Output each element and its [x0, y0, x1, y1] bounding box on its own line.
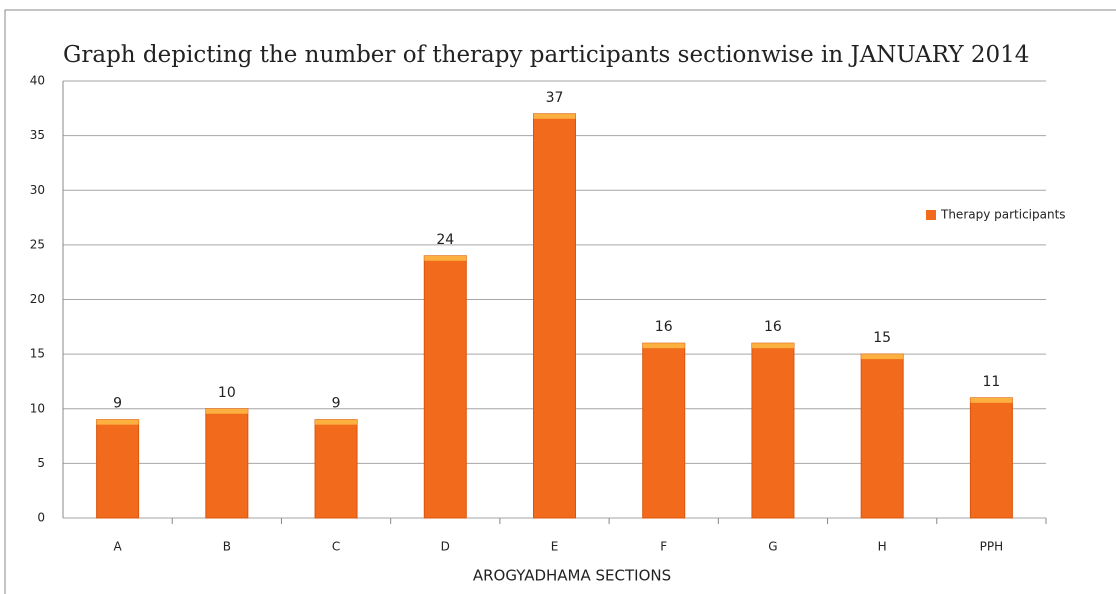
bar [751, 342, 795, 519]
x-tick-label: B [223, 540, 231, 554]
x-tick-label: C [332, 540, 340, 554]
bar-cap [533, 113, 576, 119]
y-tick-label: 10 [30, 401, 45, 415]
bar-cap [861, 354, 904, 360]
bar [423, 255, 467, 519]
bar-cap [205, 408, 248, 414]
data-label: 16 [655, 319, 673, 335]
data-label: 9 [113, 396, 122, 412]
bar [969, 397, 1013, 519]
x-axis-title: AROGYADHAMA SECTIONS [473, 567, 671, 585]
legend-swatch [926, 210, 936, 220]
x-tick-label: G [768, 540, 777, 554]
bar-cap [315, 419, 358, 425]
bar-cap [96, 419, 139, 425]
y-tick-label: 30 [30, 183, 45, 197]
bar-cap [751, 343, 794, 349]
x-tick-label: H [878, 540, 887, 554]
bar-cap [642, 343, 685, 349]
bar [96, 419, 140, 519]
data-label: 24 [436, 232, 454, 248]
bar [642, 342, 686, 519]
data-label: 9 [332, 396, 341, 412]
y-tick-label: 40 [30, 74, 45, 88]
y-tick-label: 0 [37, 511, 45, 525]
chart-title: Graph depicting the number of therapy pa… [63, 42, 1029, 68]
bar [314, 419, 358, 519]
bar [860, 353, 904, 519]
data-label: 11 [982, 374, 1000, 390]
x-tick-label: F [660, 540, 667, 554]
legend-label: Therapy participants [940, 208, 1066, 222]
data-label: 15 [873, 330, 891, 346]
bar [533, 113, 576, 519]
y-tick-label: 25 [30, 237, 45, 251]
bar-cap [970, 397, 1013, 403]
data-label: 37 [546, 90, 564, 106]
chart-frame [4, 9, 1116, 594]
y-tick-label: 35 [30, 128, 45, 142]
data-label: 16 [764, 319, 782, 335]
y-tick-label: 15 [30, 347, 45, 361]
data-label: 10 [218, 385, 236, 401]
y-tick-label: 5 [37, 456, 45, 470]
x-tick-label: E [551, 540, 559, 554]
bar [205, 408, 249, 519]
y-tick-label: 20 [30, 292, 45, 306]
x-tick-label: PPH [980, 540, 1004, 554]
bar-cap [424, 255, 467, 261]
x-tick-label: D [441, 540, 450, 554]
x-tick-label: A [114, 540, 123, 554]
